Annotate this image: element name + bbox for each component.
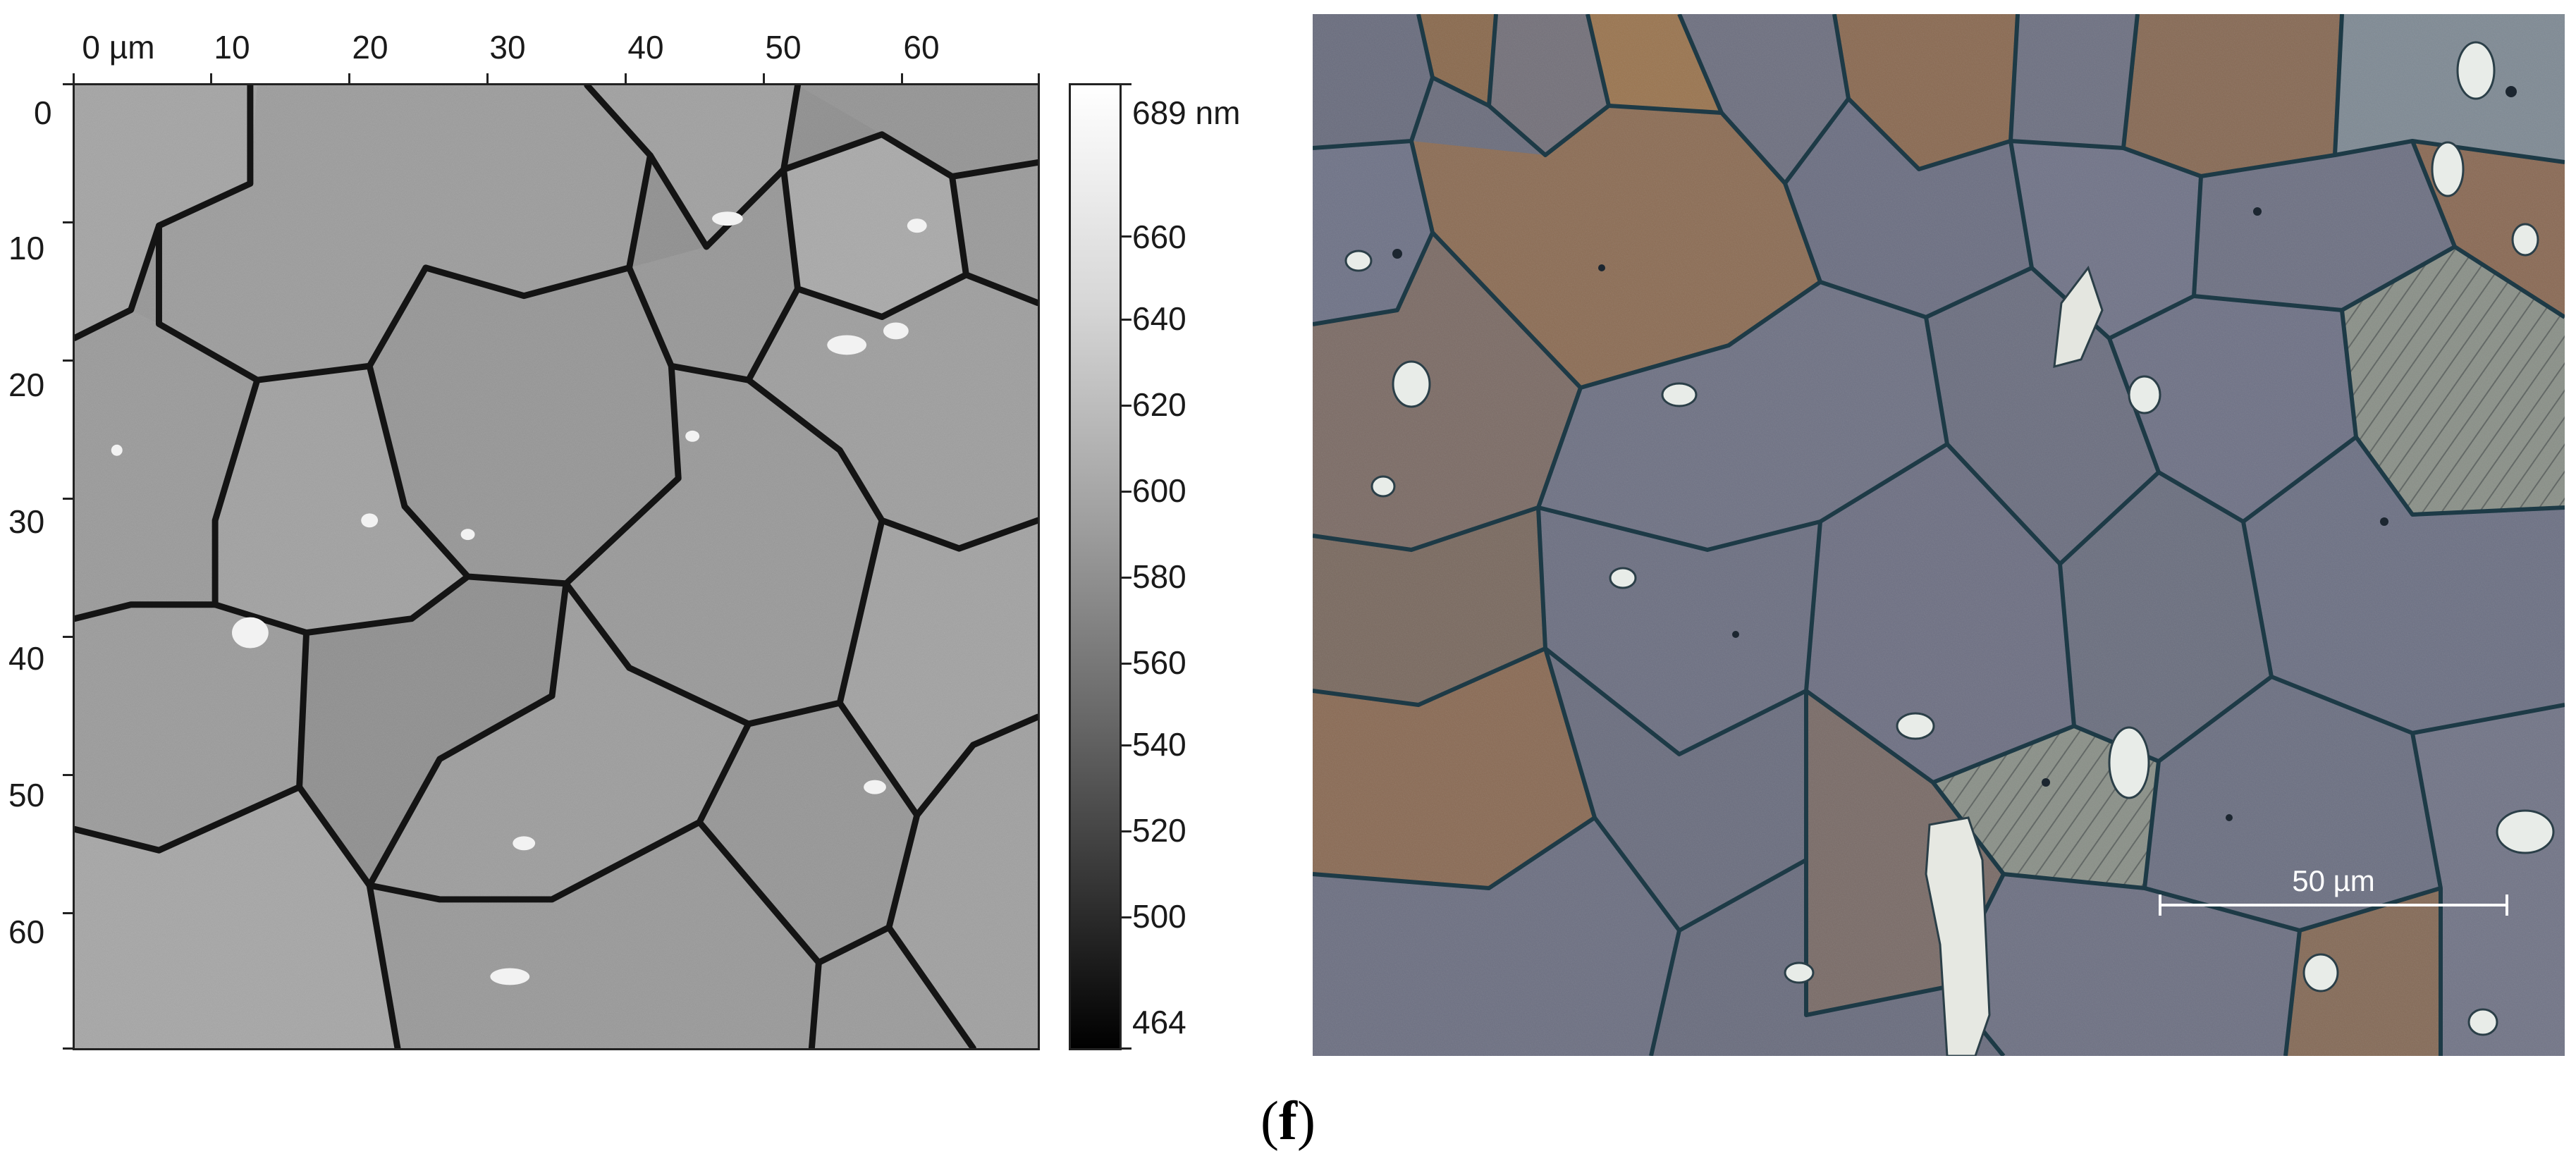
afm-y-tick-20: 20	[8, 367, 45, 403]
colorbar-tickmark	[1122, 577, 1131, 579]
colorbar-tickmark	[1122, 916, 1131, 918]
afm-y-tickmark	[63, 1047, 73, 1050]
colorbar-label-640: 640	[1132, 300, 1186, 337]
afm-y-tickmark	[63, 636, 73, 638]
afm-y-tickmark	[63, 774, 73, 776]
height-colorbar	[1069, 83, 1122, 1050]
afm-x-tickmark	[901, 73, 903, 83]
colorbar-label-500: 500	[1132, 898, 1186, 935]
colorbar-tickmark	[1122, 830, 1131, 832]
panel-label-letter: f	[1279, 1090, 1297, 1151]
colorbar-tickmark	[1122, 1047, 1131, 1050]
afm-x-tickmark	[210, 73, 212, 83]
scale-bar-end-right	[2506, 895, 2508, 916]
colorbar-tickmark	[1122, 405, 1131, 407]
afm-x-tickmark	[625, 73, 627, 83]
afm-y-tickmark	[63, 498, 73, 500]
afm-x-tick-50: 50	[765, 29, 802, 66]
colorbar-tickmark	[1122, 319, 1131, 321]
colorbar-tickmark	[1122, 235, 1131, 238]
scale-bar-end-left	[2159, 895, 2161, 916]
optical-micrograph: 50 µm	[1313, 14, 2565, 1056]
afm-y-tick-50: 50	[8, 777, 45, 813]
afm-y-tick-0: 0	[34, 94, 52, 131]
afm-x-tick-10: 10	[214, 29, 250, 66]
afm-x-tickmark	[763, 73, 765, 83]
afm-x-tick-60: 60	[903, 29, 940, 66]
afm-x-tick-0: 0 µm	[82, 29, 155, 66]
scale-bar-label: 50 µm	[2292, 864, 2375, 897]
afm-x-tick-40: 40	[627, 29, 664, 66]
panel-label-close-paren: )	[1296, 1090, 1315, 1151]
afm-x-tick-20: 20	[352, 29, 388, 66]
colorbar-label-560: 560	[1132, 644, 1186, 681]
colorbar-tickmark	[1122, 663, 1131, 665]
colorbar-max-label: 689 nm	[1132, 94, 1241, 131]
afm-topography-image	[73, 83, 1040, 1050]
afm-y-tickmark	[63, 359, 73, 362]
afm-y-tickmark	[63, 83, 73, 85]
afm-y-tick-40: 40	[8, 640, 45, 677]
afm-x-tickmark	[348, 73, 350, 83]
panel-label-open-paren: (	[1261, 1090, 1280, 1151]
colorbar-min-label: 464	[1132, 1004, 1186, 1040]
colorbar-label-540: 540	[1132, 726, 1186, 763]
colorbar-label-660: 660	[1132, 219, 1186, 255]
afm-y-tickmark	[63, 221, 73, 223]
colorbar-label-580: 580	[1132, 558, 1186, 595]
afm-y-tick-10: 10	[8, 230, 45, 266]
colorbar-tickmark	[1122, 491, 1131, 493]
colorbar-label-620: 620	[1132, 386, 1186, 423]
colorbar-label-520: 520	[1132, 812, 1186, 849]
afm-y-tick-30: 30	[8, 503, 45, 540]
colorbar-tickmark	[1122, 744, 1131, 746]
afm-y-tickmark	[63, 912, 73, 914]
afm-x-tick-30: 30	[489, 29, 526, 66]
afm-y-tick-60: 60	[8, 914, 45, 950]
scale-bar	[2159, 904, 2508, 906]
afm-x-tickmark	[486, 73, 489, 83]
afm-x-tickmark	[73, 73, 75, 83]
colorbar-tickmark	[1122, 83, 1131, 85]
afm-x-tickmark	[1038, 73, 1040, 83]
panel-label: (f)	[1261, 1089, 1315, 1152]
colorbar-label-600: 600	[1132, 472, 1186, 509]
